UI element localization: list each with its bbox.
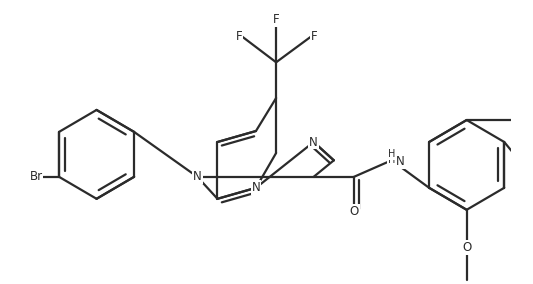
Text: N: N — [309, 135, 318, 149]
Text: N: N — [397, 155, 405, 168]
Text: H: H — [388, 149, 395, 159]
Text: O: O — [462, 241, 471, 254]
Text: N: N — [193, 170, 201, 183]
Text: F: F — [273, 13, 279, 26]
Text: O: O — [349, 205, 359, 218]
Text: F: F — [236, 30, 242, 43]
Text: F: F — [311, 30, 318, 43]
Text: H: H — [388, 155, 395, 165]
Text: Br: Br — [29, 170, 43, 183]
Text: N: N — [252, 181, 260, 194]
